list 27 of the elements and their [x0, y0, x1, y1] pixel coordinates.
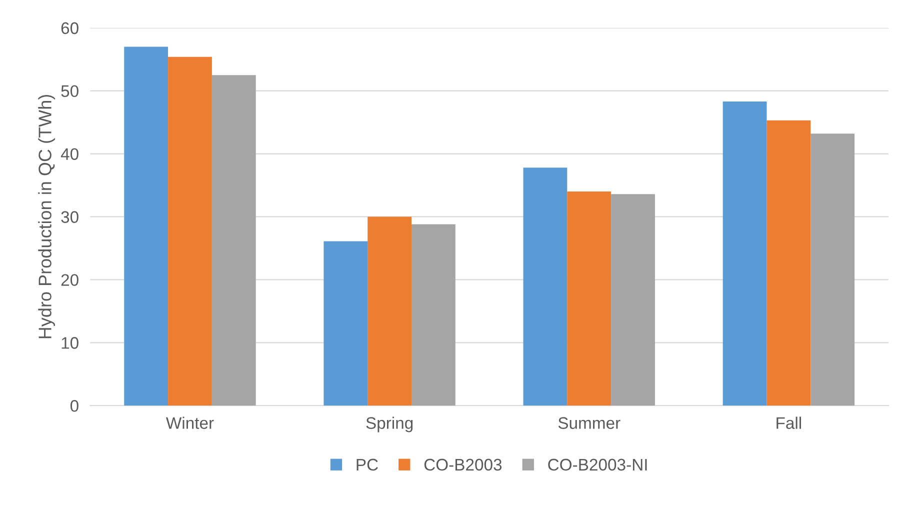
x-tick-label: Spring	[366, 416, 413, 432]
y-tick-label: 50	[61, 85, 78, 98]
bar	[766, 120, 811, 406]
legend-label: CO-B2003	[424, 458, 502, 471]
y-tick-label: 60	[61, 22, 78, 34]
y-axis-title: Hydro Production in QC (TWh)	[38, 94, 55, 338]
bar	[722, 102, 767, 406]
bar	[523, 168, 568, 406]
bar	[368, 216, 412, 406]
x-tick-label: Summer	[558, 417, 620, 429]
legend-label: PC	[356, 458, 378, 471]
bar	[810, 134, 855, 406]
y-tick-label: 10	[62, 337, 78, 349]
y-tick-label: 0	[70, 400, 78, 412]
legend-label: CO-B2003-NI	[548, 458, 647, 471]
bar	[124, 46, 168, 406]
y-tick-label: 40	[60, 148, 78, 160]
bar	[412, 224, 456, 406]
bar	[212, 75, 256, 406]
bar	[611, 194, 655, 406]
bar	[567, 192, 612, 406]
bar	[168, 56, 212, 406]
x-tick-label: Fall	[776, 416, 801, 429]
y-tick-label: 30	[61, 211, 78, 223]
x-tick-label: Winter	[166, 416, 214, 429]
bar	[324, 241, 368, 406]
y-tick-label: 20	[61, 274, 78, 286]
